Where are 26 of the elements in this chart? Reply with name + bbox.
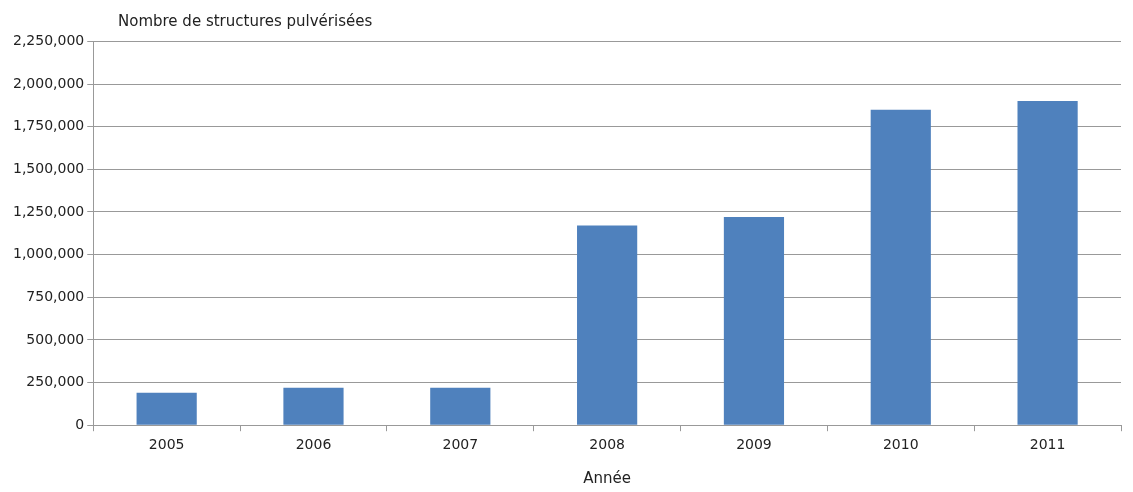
- y-axis-title: Nombre de structures pulvérisées: [118, 12, 373, 30]
- y-tick-label: 1,750,000: [12, 117, 85, 134]
- x-tick-label: 2008: [589, 436, 625, 453]
- y-tick-label: 1,250,000: [12, 202, 85, 219]
- y-tick-label: 750,000: [26, 287, 85, 304]
- bar: [577, 225, 638, 425]
- x-tick-label: 2005: [148, 436, 185, 453]
- y-tick-label: 250,000: [26, 373, 85, 390]
- bar: [136, 392, 197, 425]
- y-tick-label: 2,250,000: [12, 32, 85, 49]
- x-tick-label: 2009: [736, 436, 772, 453]
- bar: [430, 387, 491, 425]
- y-tick-label: 1,000,000: [12, 245, 85, 262]
- x-tick-label: 2011: [1029, 436, 1066, 453]
- y-tick-label: 500,000: [26, 330, 85, 347]
- bar: [723, 217, 785, 425]
- x-tick-label: 2007: [442, 436, 479, 453]
- y-tick-label: 2,000,000: [12, 74, 85, 91]
- y-tick-label: 0: [75, 415, 85, 432]
- bar: [283, 387, 344, 425]
- y-tick-label: 1,500,000: [12, 159, 85, 176]
- x-axis-title: Année: [583, 468, 631, 487]
- bar: [870, 109, 931, 425]
- x-tick-label: 2010: [882, 436, 919, 453]
- x-tick-label: 2006: [295, 436, 332, 453]
- bar: [1017, 101, 1078, 425]
